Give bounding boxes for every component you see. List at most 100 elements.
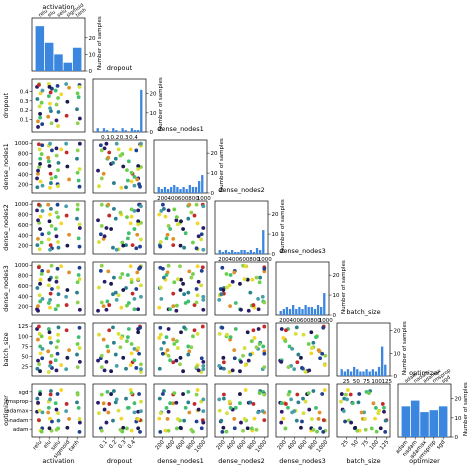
point-optimizer-dense_nodes1-0 — [166, 409, 171, 414]
point-optimizer-dense_nodes2-35 — [257, 391, 262, 396]
hist-ytick-label-batch_size-1: 10 — [394, 351, 401, 357]
hist-ytick-label-activation-0: 0 — [89, 69, 93, 75]
point-dense_nodes2-activation-29 — [56, 240, 60, 244]
point-dense_nodes1-activation-41 — [77, 167, 82, 171]
point-optimizer-activation-10 — [40, 410, 45, 415]
point-dense_nodes3-dense_nodes1-24 — [196, 279, 201, 284]
point-optimizer-dense_nodes2-21 — [245, 426, 250, 431]
point-dense_nodes1-activation-32 — [64, 150, 69, 155]
point-optimizer-batch_size-29 — [376, 411, 381, 416]
point-batch_size-dense_nodes2-15 — [233, 327, 238, 331]
point-dense_nodes3-activation-12 — [36, 308, 40, 313]
point-optimizer-dense_nodes1-33 — [178, 425, 183, 430]
point-batch_size-dense_nodes3-31 — [316, 348, 321, 353]
point-dense_nodes3-dense_nodes2-35 — [257, 280, 262, 285]
hist-bar-dense_nodes1-0 — [157, 187, 160, 193]
point-dense_nodes2-dropout-29 — [97, 240, 101, 244]
subplot-frame-optimizer-batch_size — [336, 383, 391, 438]
point-batch_size-dense_nodes1-11 — [191, 334, 195, 339]
point-dense_nodes1-dropout-5 — [116, 147, 121, 152]
subplot-frame-dense_nodes1-activation — [31, 139, 86, 194]
point-optimizer-batch_size-36 — [349, 420, 354, 425]
point-batch_size-dense_nodes1-39 — [164, 335, 169, 340]
point-dense_nodes3-dense_nodes1-9 — [181, 281, 185, 286]
point-optimizer-dense_nodes3-0 — [279, 409, 284, 414]
point-dense_nodes3-activation-34 — [64, 294, 69, 299]
hist-bar-dense_nodes3-1 — [282, 309, 285, 315]
point-batch_size-dense_nodes2-39 — [228, 335, 233, 340]
point-dropout-activation-27 — [53, 88, 58, 93]
point-batch_size-dense_nodes3-29 — [301, 332, 306, 337]
hist-xtick-label-dense_nodes2-3: 800 — [249, 257, 260, 263]
point-batch_size-dropout-22 — [114, 364, 119, 368]
point-dense_nodes3-activation-22 — [48, 298, 52, 302]
point-optimizer-dense_nodes2-28 — [254, 427, 259, 432]
point-dense_nodes3-activation-38 — [75, 290, 79, 295]
point-optimizer-activation-11 — [39, 429, 44, 434]
hist-bar-optimizer-1 — [410, 400, 420, 437]
point-dense_nodes3-dense_nodes1-36 — [201, 307, 206, 312]
point-dense_nodes2-dropout-24 — [102, 234, 107, 239]
point-optimizer-dropout-28 — [118, 427, 123, 432]
hist-bar-dense_nodes2-8 — [243, 250, 246, 254]
point-optimizer-dense_nodes2-22 — [217, 397, 222, 402]
ytick-label-dense_nodes1-3: 800 — [18, 152, 29, 158]
hist-title-optimizer: optimizer — [409, 369, 440, 377]
point-optimizer-activation-24 — [54, 407, 59, 412]
point-dense_nodes3-dense_nodes1-21 — [179, 277, 183, 282]
point-dropout-activation-24 — [54, 118, 59, 123]
hist-bar-dropout-11 — [130, 128, 134, 132]
point-dense_nodes1-activation-12 — [36, 168, 40, 173]
hist-bar-dense_nodes2-3 — [227, 252, 231, 254]
point-dense_nodes1-activation-28 — [54, 153, 59, 158]
point-dense_nodes2-activation-0 — [35, 208, 39, 213]
xtick-label-batch_size-2: 75 — [361, 439, 370, 449]
point-dense_nodes3-activation-6 — [38, 277, 43, 282]
hist-ylabel-dense_nodes2: Number of samples — [280, 199, 286, 253]
hist-xtick-label-optimizer-4: sgd — [441, 375, 452, 385]
point-dense_nodes3-dropout-26 — [111, 292, 115, 297]
point-optimizer-dropout-41 — [136, 417, 141, 421]
point-batch_size-dropout-14 — [112, 340, 116, 345]
point-optimizer-dense_nodes2-32 — [251, 402, 256, 406]
point-optimizer-activation-39 — [76, 406, 81, 410]
point-dense_nodes2-activation-10 — [40, 209, 45, 213]
point-dropout-activation-23 — [56, 96, 60, 100]
point-dense_nodes2-dropout-39 — [125, 236, 130, 241]
point-optimizer-activation-29 — [56, 411, 60, 416]
point-dense_nodes1-dropout-29 — [97, 184, 101, 189]
point-dense_nodes2-dense_nodes1-1 — [199, 232, 204, 237]
point-dense_nodes3-dense_nodes2-9 — [238, 281, 242, 286]
point-dense_nodes2-activation-26 — [56, 245, 61, 250]
point-dense_nodes3-dense_nodes1-22 — [201, 298, 206, 302]
point-optimizer-dropout-12 — [96, 400, 100, 405]
point-dense_nodes1-dropout-13 — [134, 148, 139, 153]
subplot-frame-optimizer-dense_nodes2 — [214, 383, 269, 438]
point-optimizer-dropout-6 — [129, 428, 134, 433]
point-optimizer-dense_nodes1-40 — [194, 392, 199, 397]
ytick-label-optimizer-0: adam — [13, 427, 29, 433]
ytick-label-dense_nodes2-0: 200 — [18, 244, 29, 250]
hist-xtick-label-dense_nodes2-2: 600 — [239, 257, 250, 263]
point-dense_nodes2-dropout-20 — [130, 243, 135, 248]
point-dense_nodes1-dropout-31 — [135, 177, 140, 182]
point-batch_size-dropout-26 — [111, 325, 115, 330]
point-dense_nodes1-dropout-26 — [111, 160, 115, 165]
point-dense_nodes1-activation-27 — [53, 174, 58, 179]
point-optimizer-dropout-9 — [109, 392, 114, 396]
hist-bar-dense_nodes1-6 — [176, 187, 179, 193]
point-dropout-activation-11 — [39, 100, 44, 105]
point-optimizer-dense_nodes1-13 — [194, 419, 199, 424]
point-optimizer-dense_nodes2-9 — [238, 392, 242, 396]
point-optimizer-batch_size-11 — [374, 429, 379, 434]
point-optimizer-dense_nodes3-13 — [300, 419, 304, 424]
point-batch_size-activation-28 — [54, 345, 59, 350]
point-dense_nodes3-dense_nodes1-10 — [159, 296, 164, 301]
subplot-frame-dense_nodes2-dense_nodes2 — [214, 200, 269, 255]
point-batch_size-dropout-21 — [136, 330, 141, 335]
ytick-label-dense_nodes3-2: 600 — [18, 284, 29, 290]
point-dense_nodes2-activation-14 — [49, 206, 53, 211]
point-dense_nodes3-dense_nodes2-24 — [230, 279, 235, 284]
point-dropout-activation-10 — [40, 88, 45, 93]
point-batch_size-dense_nodes1-27 — [168, 358, 173, 363]
